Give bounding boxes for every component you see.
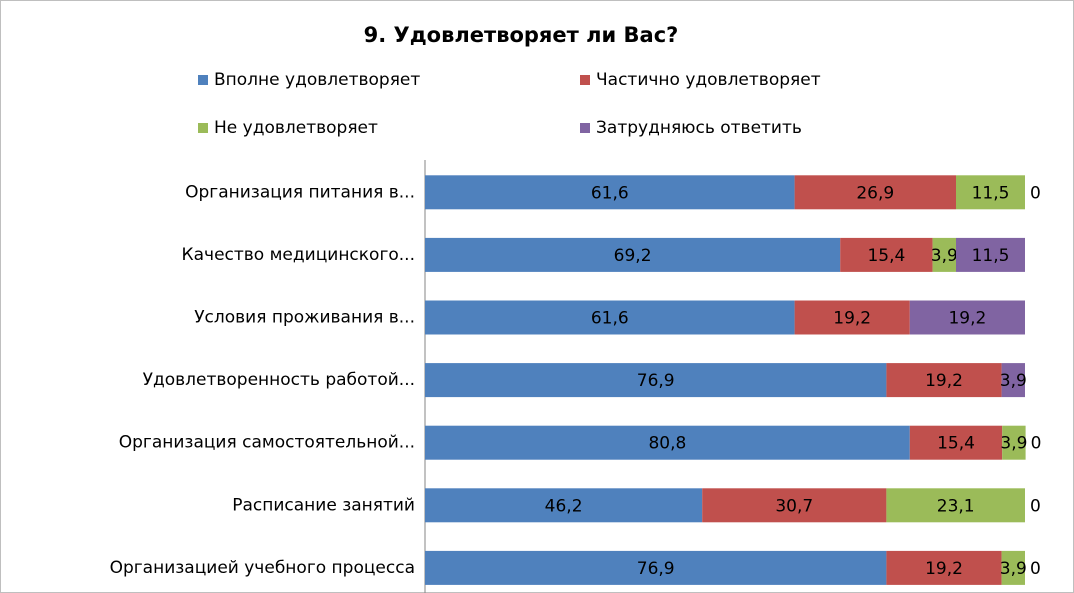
y-tick-label: Организация самостоятельной...	[119, 433, 415, 453]
bar-segment	[886, 488, 1025, 523]
y-tick-label: Расписание занятий	[232, 495, 415, 515]
y-tick-label: Удовлетворенность работой...	[143, 370, 415, 390]
bar-segment	[425, 175, 795, 210]
legend-swatch	[580, 123, 590, 133]
bar-segment	[425, 425, 910, 460]
data-label: 0	[1030, 183, 1041, 203]
chart-title: 9. Удовлетворяет ли Вас?	[364, 23, 679, 47]
bar-segment	[794, 175, 956, 210]
bar-segment	[1002, 425, 1026, 460]
y-tick-label: Качество медицинского...	[182, 245, 415, 265]
data-label: 11,5	[972, 246, 1010, 266]
data-label: 61,6	[591, 309, 629, 329]
data-label: 61,6	[591, 183, 629, 203]
bar-segment	[794, 300, 910, 335]
bar-segment	[425, 363, 887, 398]
bar-segment	[886, 550, 1002, 585]
data-label: 0	[1030, 496, 1041, 516]
data-label: 26,9	[856, 183, 894, 203]
bar-segment	[1001, 550, 1025, 585]
legend-swatch	[198, 123, 208, 133]
data-label: 76,9	[637, 371, 675, 391]
data-label: 3,9	[931, 246, 958, 266]
legend-swatch	[580, 75, 590, 85]
data-label: 0	[1031, 434, 1042, 454]
bar-segment	[1001, 363, 1025, 398]
data-label: 46,2	[545, 496, 583, 516]
legend-label: Не удовлетворяет	[214, 118, 378, 138]
data-label: 3,9	[1000, 434, 1027, 454]
bar-segment	[425, 300, 795, 335]
data-label: 3,9	[1000, 559, 1027, 579]
data-label: 3,9	[1000, 371, 1027, 391]
data-label: 23,1	[937, 496, 975, 516]
data-label: 19,2	[925, 371, 963, 391]
bar-segment	[956, 175, 1025, 210]
legend-label: Затрудняюсь ответить	[596, 118, 802, 138]
bar-segment	[840, 237, 933, 272]
data-label: 15,4	[937, 434, 975, 454]
legend-label: Вполне удовлетворяет	[214, 70, 420, 90]
data-label: 19,2	[925, 559, 963, 579]
y-tick-label: Условия проживания в...	[194, 308, 415, 328]
y-tick-label: Организация питания в...	[185, 182, 415, 202]
bar-segment	[425, 550, 887, 585]
bar-segment	[956, 237, 1025, 272]
bar-segment	[886, 363, 1002, 398]
data-label: 80,8	[648, 434, 686, 454]
data-label: 19,2	[948, 309, 986, 329]
data-label: 0	[1030, 559, 1041, 579]
bar-segment	[425, 488, 703, 523]
bar-segment	[702, 488, 887, 523]
data-label: 30,7	[775, 496, 813, 516]
bar-segment	[932, 237, 956, 272]
y-tick-label: Организацией учебного процесса	[110, 558, 415, 578]
bar-segment	[909, 425, 1003, 460]
bar-segment	[425, 237, 841, 272]
data-label: 11,5	[972, 183, 1010, 203]
legend-label: Частично удовлетворяет	[596, 70, 821, 90]
data-label: 19,2	[833, 309, 871, 329]
data-label: 15,4	[867, 246, 905, 266]
data-label: 76,9	[637, 559, 675, 579]
bar-segment	[909, 300, 1025, 335]
legend-swatch	[198, 75, 208, 85]
data-label: 69,2	[614, 246, 652, 266]
